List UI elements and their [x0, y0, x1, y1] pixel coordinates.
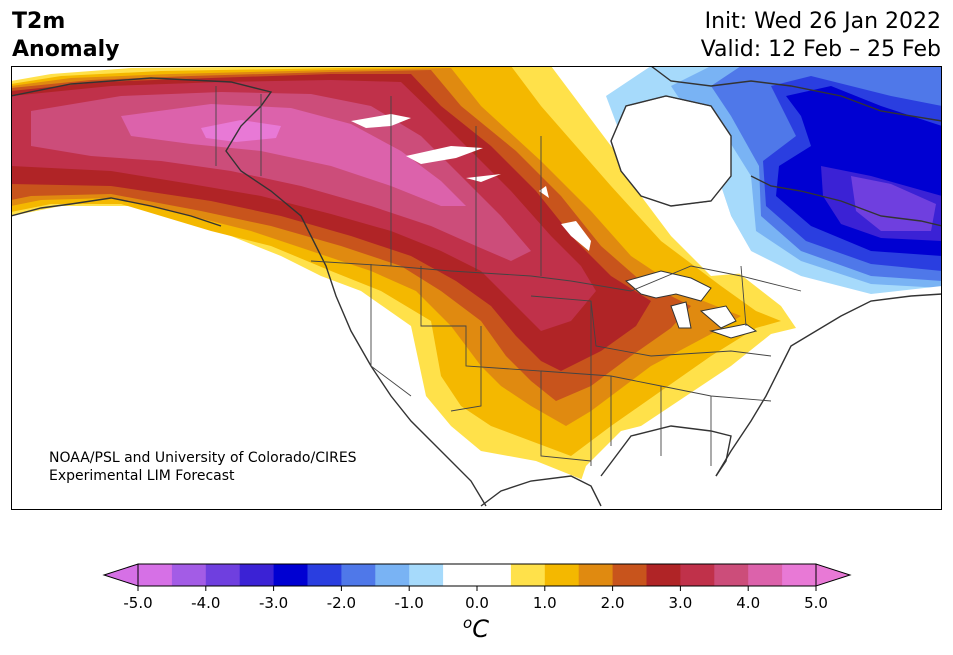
- canadian-lake-3: [466, 174, 501, 182]
- map-title: T2m Anomaly: [12, 8, 119, 64]
- colorbar-tick-label: 0.0: [465, 594, 489, 612]
- unit-base: C: [472, 615, 489, 643]
- map-credit: NOAA/PSL and University of Colorado/CIRE…: [49, 449, 357, 485]
- init-date: Init: Wed 26 Jan 2022: [704, 9, 941, 34]
- colorbar-swatch: [612, 564, 647, 586]
- title-line-2: Anomaly: [12, 37, 120, 62]
- colorbar-tick-label: 5.0: [804, 594, 828, 612]
- canadian-lake-4: [561, 221, 591, 251]
- forecast-dates: Init: Wed 26 Jan 2022 Valid: 12 Feb – 25…: [701, 8, 941, 64]
- colorbar-swatch: [341, 564, 376, 586]
- colorbar-tick-label: -1.0: [395, 594, 424, 612]
- colorbar-tick-label: -5.0: [123, 594, 152, 612]
- colorbar-swatch: [205, 564, 241, 586]
- colorbar-swatch: [443, 564, 478, 586]
- colorbar-tick-label: 1.0: [533, 594, 557, 612]
- colorbar-unit: oC: [463, 614, 489, 643]
- colorbar-swatch: [375, 564, 410, 586]
- colorbar-tick-label: 2.0: [601, 594, 625, 612]
- colorbar-swatch: [273, 564, 308, 586]
- colorbar-swatch: [510, 564, 546, 586]
- colorbar-min-extend: [102, 563, 139, 587]
- colorbar-max-extend: [815, 563, 852, 587]
- unit-degree-sup: o: [463, 614, 473, 632]
- great-lakes: [624, 270, 758, 339]
- title-line-1: T2m: [12, 9, 66, 34]
- colorbar-swatch: [646, 564, 681, 586]
- colorbar-swatch: [714, 564, 749, 586]
- map-frame: [11, 66, 942, 510]
- valid-date: Valid: 12 Feb – 25 Feb: [700, 37, 941, 62]
- colorbar-swatch: [748, 564, 783, 586]
- pacific-ocean: [11, 206, 481, 510]
- colorbar-swatch: [409, 564, 444, 586]
- anomaly-map: [11, 66, 942, 510]
- colorbar-swatch: [477, 564, 512, 586]
- colorbar-swatch: [171, 564, 207, 586]
- colorbar-tick-label: -3.0: [259, 594, 288, 612]
- colorbar: -5.0 -4.0 -3.0 -2.0 -1.0 0.0 1.0 2.0 3.0 4.0 5.0: [102, 563, 852, 612]
- colorbar-swatch: [138, 564, 173, 586]
- colorbar-ticks: -5.0 -4.0 -3.0 -2.0 -1.0 0.0 1.0 2.0 3.0 4.0 5.0: [123, 586, 828, 612]
- colorbar-tick-label: -2.0: [327, 594, 356, 612]
- canadian-lake-2: [406, 146, 483, 164]
- colorbar-tick-label: 3.0: [668, 594, 692, 612]
- gulf-of-mexico: [571, 421, 716, 510]
- colorbar-swatch: [782, 564, 817, 586]
- colorbar-swatch: [544, 564, 580, 586]
- canadian-lake-5: [539, 186, 549, 198]
- cold-band-7: [851, 176, 936, 231]
- colorbar-tick-label: 4.0: [736, 594, 760, 612]
- colorbar-swatch: [578, 564, 614, 586]
- colorbar-swatches: [102, 563, 852, 587]
- atlantic-ocean: [721, 286, 942, 510]
- colorbar-swatch: [307, 564, 342, 586]
- credit-line-2: Experimental LIM Forecast: [49, 468, 235, 484]
- political-boundaries: [215, 86, 802, 466]
- coastlines: [11, 66, 942, 507]
- colorbar-swatch: [680, 564, 715, 586]
- colorbar-swatch: [239, 564, 275, 586]
- canadian-lake-1: [351, 114, 411, 128]
- colorbar-tick-label: -4.0: [191, 594, 220, 612]
- credit-line-1: NOAA/PSL and University of Colorado/CIRE…: [49, 450, 357, 466]
